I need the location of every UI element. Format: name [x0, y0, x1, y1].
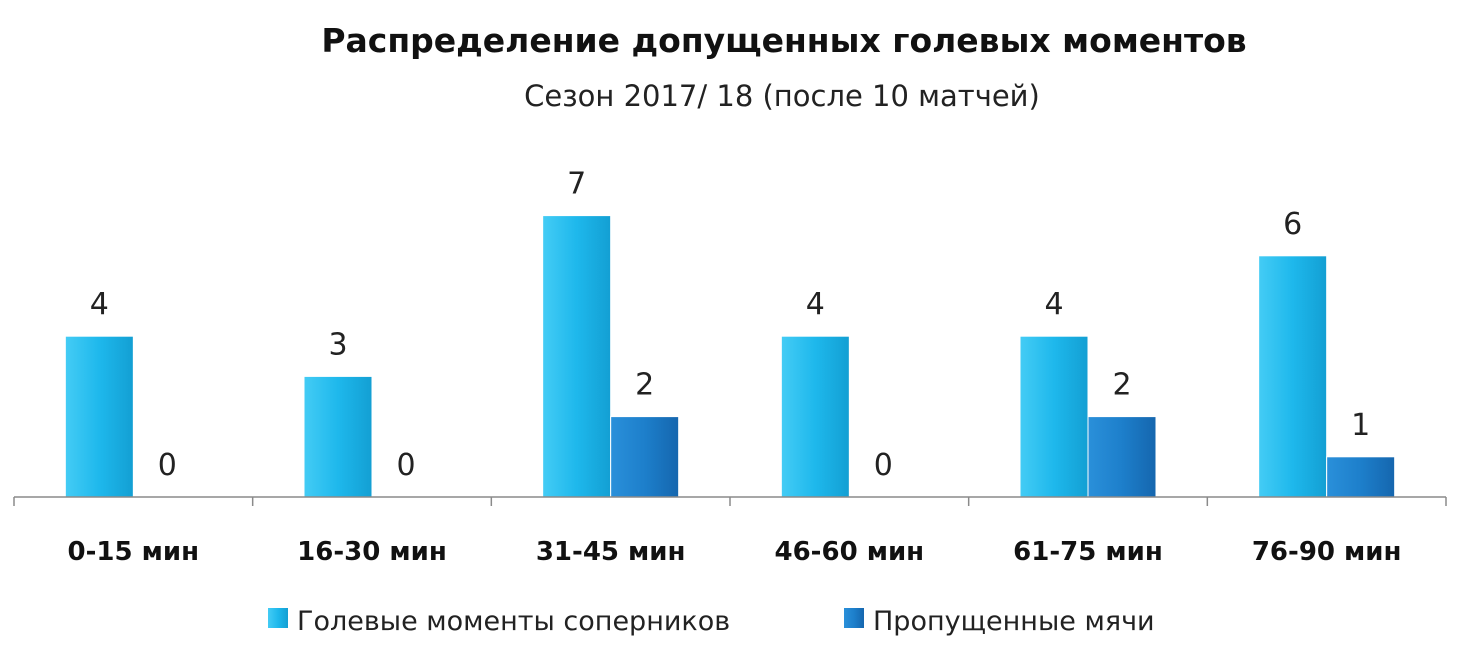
legend: Голевые моменты соперников Пропущенные м…	[268, 606, 1155, 637]
x-tick-label: 31-45 мин	[536, 537, 686, 567]
x-tick-label: 0-15 мин	[68, 537, 200, 567]
bar-opponent-chances	[303, 375, 373, 498]
x-tick-label: 46-60 мин	[775, 537, 925, 567]
legend-label-opponent-chances: Голевые моменты соперников	[297, 606, 730, 637]
bar-conceded-goals	[610, 416, 680, 498]
bar-opponent-chances	[1019, 335, 1089, 498]
x-tick-label: 61-75 мин	[1013, 537, 1163, 567]
legend-swatch-conceded-goals	[844, 608, 864, 628]
data-label-conceded-goals: 1	[1351, 408, 1370, 443]
data-label-opponent-chances: 7	[567, 167, 586, 202]
legend-swatch-opponent-chances	[268, 608, 288, 628]
data-label-opponent-chances: 4	[806, 287, 825, 322]
legend-label-conceded-goals: Пропущенные мячи	[873, 606, 1155, 637]
bar-opponent-chances	[64, 335, 134, 498]
chart-subtitle: Сезон 2017/ 18 (после 10 матчей)	[524, 79, 1040, 113]
data-label-conceded-goals: 0	[396, 448, 415, 483]
data-label-opponent-chances: 6	[1283, 207, 1302, 242]
data-label-opponent-chances: 3	[328, 327, 347, 362]
bar-opponent-chances	[1258, 255, 1328, 498]
bar-conceded-goals	[1087, 416, 1157, 498]
data-label-conceded-goals: 2	[1112, 368, 1131, 403]
chart-title: Распределение допущенных голевых моменто…	[321, 21, 1246, 60]
data-label-opponent-chances: 4	[90, 287, 109, 322]
x-tick-label: 76-90 мин	[1252, 537, 1402, 567]
x-tick-label: 16-30 мин	[297, 537, 447, 567]
data-label-conceded-goals: 0	[874, 448, 893, 483]
bar-conceded-goals	[1326, 456, 1396, 498]
data-label-opponent-chances: 4	[1044, 287, 1063, 322]
bar-opponent-chances	[780, 335, 850, 498]
data-label-conceded-goals: 0	[158, 448, 177, 483]
bar-opponent-chances	[542, 215, 612, 498]
data-label-conceded-goals: 2	[635, 368, 654, 403]
